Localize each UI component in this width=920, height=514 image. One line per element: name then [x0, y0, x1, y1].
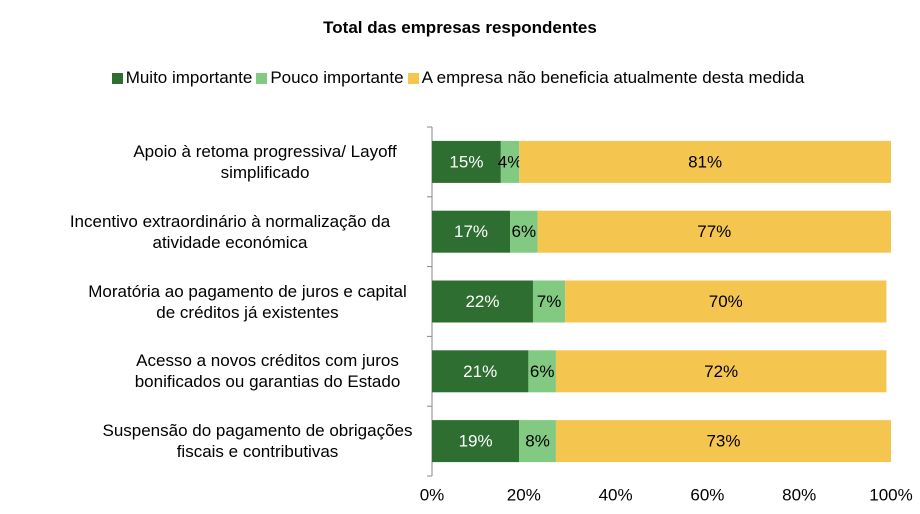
- category-label: Apoio à retoma progressiva/ Layoff simpl…: [133, 141, 397, 182]
- bar-segment: [555, 350, 887, 393]
- bar-segment: [528, 350, 556, 393]
- legend-item: Pouco importante: [256, 68, 404, 88]
- x-tick-label: 100%: [869, 485, 912, 504]
- legend: Muito importante Pouco importante A empres…: [0, 68, 920, 88]
- bar-segment: [555, 420, 891, 463]
- legend-label: Muito importante: [125, 68, 253, 87]
- data-label: 6%: [530, 362, 555, 381]
- bar-segment: [432, 140, 501, 183]
- bar-segment: [537, 210, 891, 253]
- category-label: Moratória ao pagamento de juros e capita…: [88, 281, 407, 322]
- data-label: 77%: [697, 222, 731, 241]
- bar-segment: [432, 280, 533, 323]
- x-tick-label: 80%: [782, 485, 816, 504]
- legend-swatch: [256, 72, 268, 84]
- category-label: Suspensão do pagamento de obrigações fis…: [102, 421, 413, 462]
- x-tick-label: 0%: [420, 485, 445, 504]
- data-label: 17%: [454, 222, 488, 241]
- data-label: 8%: [525, 432, 550, 451]
- bar-segment: [565, 280, 887, 323]
- bar-segment: [500, 140, 520, 183]
- x-tick-label: 20%: [507, 485, 541, 504]
- bar-segment: [432, 210, 511, 253]
- category-label: Incentivo extraordinário à normalização …: [69, 211, 391, 252]
- bar-segment: [432, 420, 520, 463]
- data-label: 15%: [449, 152, 483, 171]
- data-label: 73%: [706, 432, 740, 451]
- legend-item: A empresa não beneficia atualmente desta…: [407, 68, 805, 88]
- legend-item: Muito importante: [111, 68, 253, 88]
- data-label: 72%: [704, 362, 738, 381]
- category-label: Acesso a novos créditos com juros bonifi…: [134, 351, 401, 392]
- legend-swatch: [111, 72, 123, 84]
- data-label: 70%: [709, 292, 743, 311]
- legend-label: Pouco importante: [270, 68, 404, 87]
- bar-segment: [510, 210, 538, 253]
- bar-segment: [519, 420, 556, 463]
- legend-swatch: [407, 72, 419, 84]
- chart-title: Total das empresas respondentes: [323, 18, 597, 37]
- data-label: 81%: [688, 152, 722, 171]
- bar-segment: [432, 350, 529, 393]
- data-label: 4%: [498, 152, 523, 171]
- x-tick-label: 60%: [690, 485, 724, 504]
- data-label: 22%: [465, 292, 499, 311]
- legend-label: A empresa não beneficia atualmente desta…: [421, 68, 805, 87]
- bar-segment: [519, 140, 891, 183]
- bar-segment: [532, 280, 566, 323]
- data-label: 7%: [537, 292, 562, 311]
- x-tick-label: 40%: [599, 485, 633, 504]
- data-label: 6%: [512, 222, 537, 241]
- data-label: 21%: [463, 362, 497, 381]
- data-label: 19%: [459, 432, 493, 451]
